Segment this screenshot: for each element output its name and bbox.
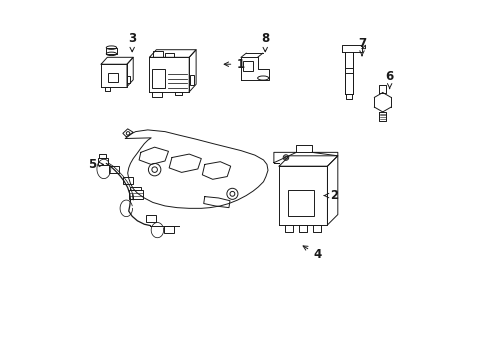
Bar (109, 166, 119, 173)
Bar (98, 158, 108, 165)
Text: 8: 8 (261, 32, 269, 52)
Text: 1: 1 (224, 58, 244, 71)
Text: 2: 2 (324, 189, 338, 202)
Bar (99, 154, 106, 158)
Bar (242, 61, 253, 71)
Bar (152, 69, 165, 89)
Bar (108, 73, 118, 81)
Text: 3: 3 (128, 32, 136, 52)
Text: 6: 6 (385, 70, 393, 89)
Bar (189, 75, 194, 85)
Text: 5: 5 (88, 158, 103, 171)
Bar (122, 177, 132, 184)
Bar (130, 187, 141, 190)
Bar (164, 226, 174, 233)
Text: 7: 7 (357, 37, 366, 56)
Bar (287, 190, 313, 216)
Text: 4: 4 (303, 246, 321, 261)
Bar (146, 215, 155, 222)
Bar (128, 190, 142, 199)
